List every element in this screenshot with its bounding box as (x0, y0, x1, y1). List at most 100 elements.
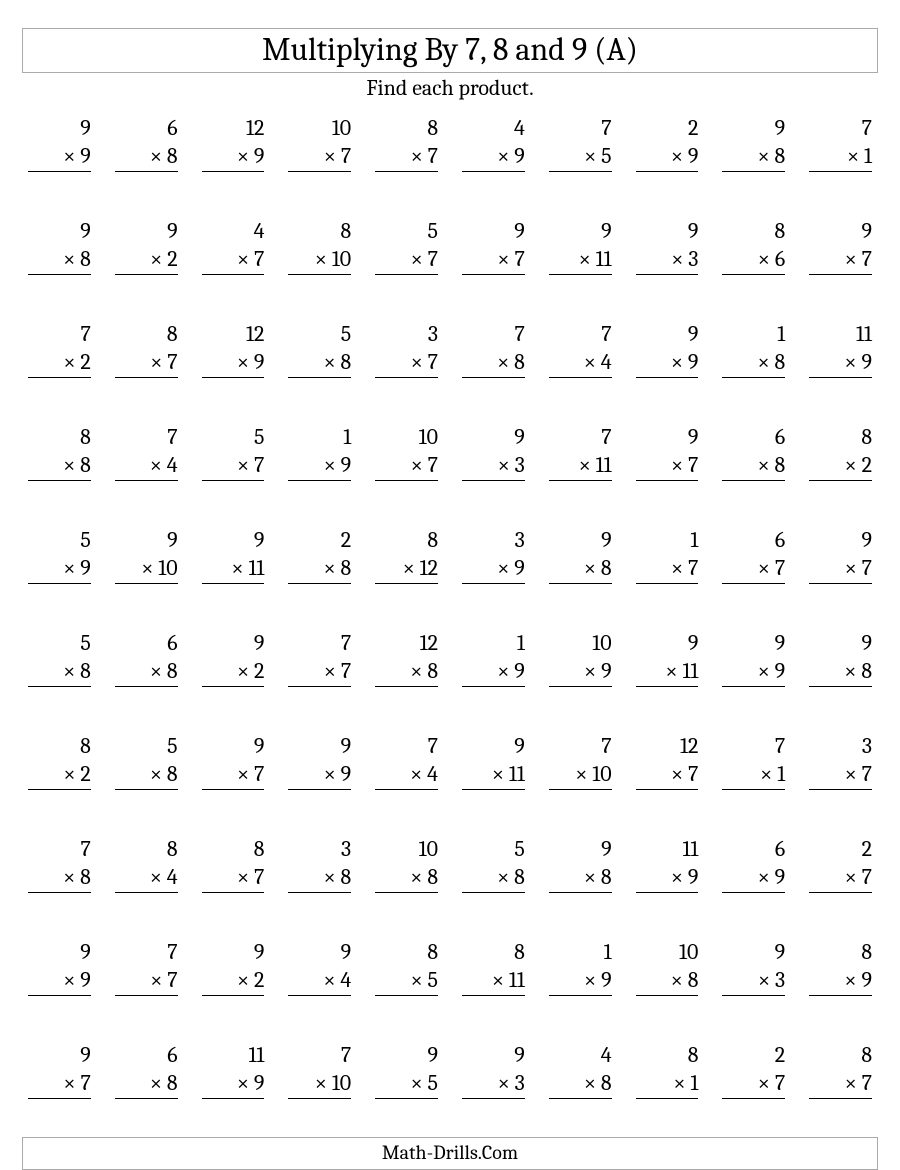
multiplier-row: × 5 (375, 967, 438, 997)
multiplier: 9 (80, 555, 91, 581)
multiplicand: 9 (809, 218, 872, 246)
answer-space (462, 584, 525, 602)
problem-cell: 11× 9 (202, 1042, 265, 1117)
page-title: Multiplying By 7, 8 and 9 (A) (262, 31, 638, 68)
multiplicand: 10 (375, 424, 438, 452)
answer-space (288, 996, 351, 1014)
multiplicand: 5 (375, 218, 438, 246)
problem-cell: 9× 10 (115, 527, 178, 602)
times-icon: × (150, 967, 162, 993)
multiplier-row: × 8 (115, 143, 178, 173)
multiplicand: 5 (288, 321, 351, 349)
times-icon: × (671, 761, 683, 787)
answer-space (28, 584, 91, 602)
answer-space (375, 481, 438, 499)
multiplicand: 9 (115, 527, 178, 555)
answer-space (375, 687, 438, 705)
answer-space (636, 1099, 699, 1117)
times-icon: × (324, 143, 336, 169)
times-icon: × (323, 555, 335, 581)
times-icon: × (323, 864, 335, 890)
multiplier: 11 (248, 555, 264, 581)
problem-cell: 7× 10 (288, 1042, 351, 1117)
multiplier-row: × 8 (115, 1070, 178, 1100)
answer-space (809, 893, 872, 911)
multiplier: 7 (341, 143, 351, 169)
problem-cell: 1× 9 (288, 424, 351, 499)
times-icon: × (237, 452, 249, 478)
multiplier: 9 (775, 658, 786, 684)
multiplicand: 9 (722, 939, 785, 967)
times-icon: × (237, 349, 249, 375)
multiplier: 2 (80, 349, 90, 375)
problem-cell: 7× 5 (549, 115, 612, 190)
multiplier: 2 (254, 658, 264, 684)
times-icon: × (63, 761, 75, 787)
multiplier: 9 (254, 143, 265, 169)
multiplicand: 2 (636, 115, 699, 143)
multiplicand: 2 (809, 836, 872, 864)
answer-space (288, 687, 351, 705)
multiplier-row: × 9 (462, 143, 525, 173)
times-icon: × (579, 246, 591, 272)
multiplier-row: × 7 (809, 864, 872, 894)
answer-space (722, 687, 785, 705)
multiplicand: 6 (115, 630, 178, 658)
times-icon: × (492, 967, 504, 993)
times-icon: × (324, 452, 336, 478)
multiplier: 8 (167, 658, 178, 684)
times-icon: × (760, 761, 772, 787)
problem-cell: 12× 9 (202, 321, 265, 396)
answer-space (462, 481, 525, 499)
multiplicand: 10 (288, 115, 351, 143)
multiplier: 5 (601, 143, 611, 169)
multiplier: 7 (167, 349, 177, 375)
answer-space (288, 275, 351, 293)
page-subtitle: Find each product. (22, 75, 878, 101)
multiplicand: 8 (115, 836, 178, 864)
problem-cell: 9× 11 (202, 527, 265, 602)
answer-space (202, 790, 265, 808)
problem-cell: 9× 7 (462, 218, 525, 293)
multiplicand: 11 (202, 1042, 265, 1070)
multiplier: 8 (167, 761, 178, 787)
multiplier: 9 (254, 1070, 265, 1096)
multiplier: 9 (688, 349, 699, 375)
problem-cell: 8× 12 (375, 527, 438, 602)
answer-space (462, 172, 525, 190)
multiplicand: 4 (462, 115, 525, 143)
multiplier-row: × 7 (202, 246, 265, 276)
times-icon: × (758, 967, 770, 993)
problem-cell: 2× 7 (722, 1042, 785, 1117)
answer-space (636, 172, 699, 190)
multiplier: 8 (514, 349, 525, 375)
times-icon: × (757, 349, 769, 375)
times-icon: × (844, 658, 856, 684)
multiplier-row: × 4 (115, 864, 178, 894)
answer-space (722, 584, 785, 602)
times-icon: × (845, 761, 857, 787)
multiplier-row: × 7 (809, 1070, 872, 1100)
multiplier: 7 (341, 658, 351, 684)
problem-cell: 10× 8 (375, 836, 438, 911)
times-icon: × (315, 246, 327, 272)
answer-space (549, 790, 612, 808)
multiplier-row: × 8 (462, 864, 525, 894)
footer-text: Math-Drills.Com (382, 1141, 518, 1164)
multiplicand: 10 (636, 939, 699, 967)
times-icon: × (671, 864, 683, 890)
multiplier-row: × 7 (202, 864, 265, 894)
problem-cell: 2× 7 (809, 836, 872, 911)
times-icon: × (324, 658, 336, 684)
multiplier-row: × 8 (722, 143, 785, 173)
problem-cell: 7× 4 (115, 424, 178, 499)
multiplicand: 1 (549, 939, 612, 967)
problem-cell: 9× 9 (28, 939, 91, 1014)
times-icon: × (411, 246, 423, 272)
times-icon: × (237, 143, 249, 169)
times-icon: × (845, 864, 857, 890)
multiplier: 9 (688, 864, 699, 890)
multiplier: 6 (775, 246, 785, 272)
multiplicand: 7 (28, 321, 91, 349)
times-icon: × (847, 143, 859, 169)
